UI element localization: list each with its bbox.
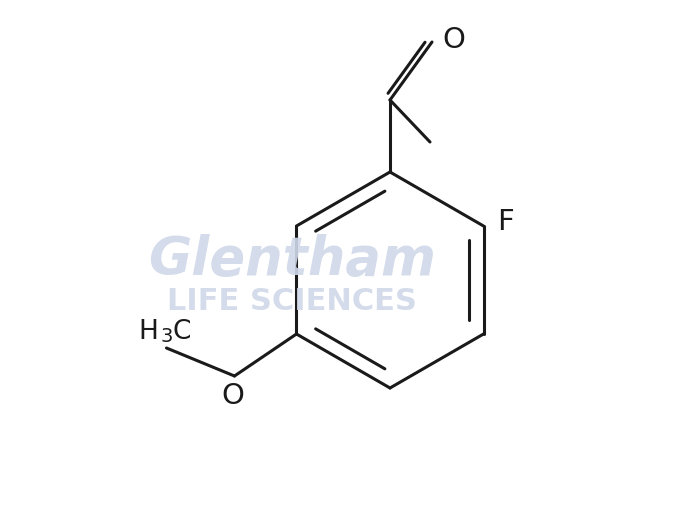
Text: F: F xyxy=(498,208,514,236)
Text: 3: 3 xyxy=(161,327,173,345)
Text: LIFE SCIENCES: LIFE SCIENCES xyxy=(167,287,418,316)
Text: C: C xyxy=(173,319,191,345)
Text: O: O xyxy=(442,26,465,54)
Text: H: H xyxy=(139,319,159,345)
Text: Glentham: Glentham xyxy=(148,234,436,286)
Text: O: O xyxy=(221,382,244,410)
